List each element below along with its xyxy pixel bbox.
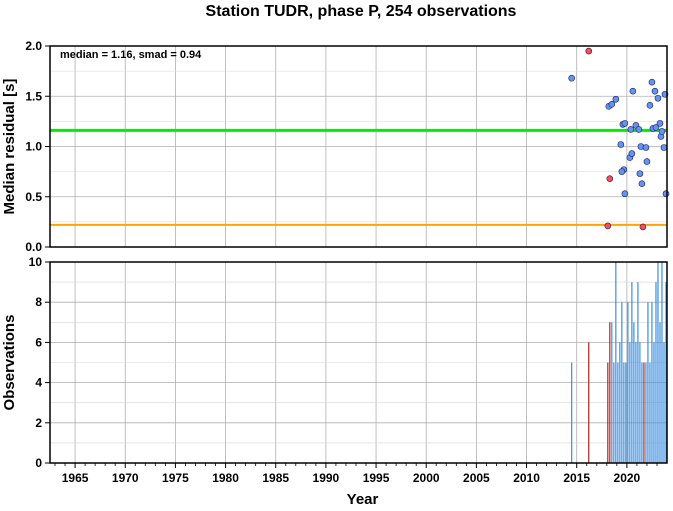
x-tick-label: 1990 <box>313 471 340 485</box>
residual-point <box>654 94 662 102</box>
x-tick-label: 1985 <box>262 471 289 485</box>
residual-grid <box>50 45 667 248</box>
outlier-point <box>606 175 614 182</box>
residual-point <box>656 120 664 127</box>
residual-point <box>621 190 629 198</box>
reference-lines <box>50 128 667 226</box>
residual-point <box>618 168 626 175</box>
outlier-point <box>639 223 647 231</box>
residual-point <box>612 95 620 103</box>
residual-point <box>617 141 625 148</box>
residual-point <box>636 170 644 177</box>
observations-frame <box>49 261 668 464</box>
residual-point <box>635 126 643 133</box>
residual-point <box>627 126 635 133</box>
residual-point <box>646 101 654 109</box>
y-tick-label: 2 <box>35 416 42 430</box>
residual-point <box>658 128 666 135</box>
observations-panel: 0 2 4 6 8 10 1965 1970 1975 1980 1985 1990 1995 2000… <box>1 255 668 508</box>
outlier-point <box>585 47 593 55</box>
residual-point <box>643 158 651 165</box>
x-tick-label: 2015 <box>563 471 590 485</box>
residual-point <box>638 180 646 187</box>
y-tick-label: 1.0 <box>25 140 42 154</box>
residual-point <box>642 144 650 151</box>
year-x-ticks: 1965 1970 1975 1980 1985 1990 1995 2000 2005 2010… <box>54 463 658 485</box>
y-tick-label: 1.5 <box>25 89 42 103</box>
residual-y-axis-label: Median residual [s] <box>1 79 18 215</box>
residual-point <box>628 150 636 157</box>
stats-annotation: median = 1.16, smad = 0.94 <box>60 49 202 61</box>
residual-point <box>621 120 629 127</box>
x-tick-label: 2000 <box>413 471 440 485</box>
y-tick-label: 10 <box>29 255 43 269</box>
x-tick-label: 1995 <box>363 471 390 485</box>
residual-point <box>568 74 575 82</box>
y-tick-label: 0.5 <box>25 190 42 204</box>
y-tick-label: 0.0 <box>25 240 42 254</box>
observations-grid <box>50 261 667 464</box>
y-tick-label: 2.0 <box>25 39 42 53</box>
residual-panel: 0.0 0.5 1.0 1.5 2.0 median = 1.16, smad = 0.… <box>1 39 670 254</box>
x-tick-label: 1970 <box>112 471 139 485</box>
residual-point <box>652 124 660 131</box>
residual-points <box>568 47 670 231</box>
y-tick-label: 6 <box>35 335 42 349</box>
observations-y-axis-label: Observations <box>1 315 18 411</box>
residual-point <box>660 144 668 151</box>
outlier-point <box>604 222 612 230</box>
x-tick-label: 2005 <box>463 471 490 485</box>
residual-point <box>629 87 637 95</box>
residual-y-ticks: 0.0 0.5 1.0 1.5 2.0 <box>25 39 50 254</box>
residual-point <box>662 190 670 198</box>
residual-point <box>648 78 656 86</box>
x-tick-label: 1975 <box>162 471 189 485</box>
observations-y-ticks: 0 2 4 6 8 10 <box>29 255 50 470</box>
chart-title: Station TUDR, phase P, 254 observations <box>206 3 517 20</box>
year-x-axis-label: Year <box>347 491 379 508</box>
x-tick-label: 1980 <box>212 471 239 485</box>
residual-point <box>608 100 616 108</box>
x-tick-label: 2010 <box>513 471 540 485</box>
y-tick-label: 0 <box>35 456 42 470</box>
residual-point <box>651 87 659 95</box>
x-tick-label: 1965 <box>62 471 89 485</box>
observation-bars <box>571 262 667 463</box>
y-tick-label: 8 <box>35 295 42 309</box>
x-tick-label: 2020 <box>614 471 641 485</box>
y-tick-label: 4 <box>35 376 42 390</box>
